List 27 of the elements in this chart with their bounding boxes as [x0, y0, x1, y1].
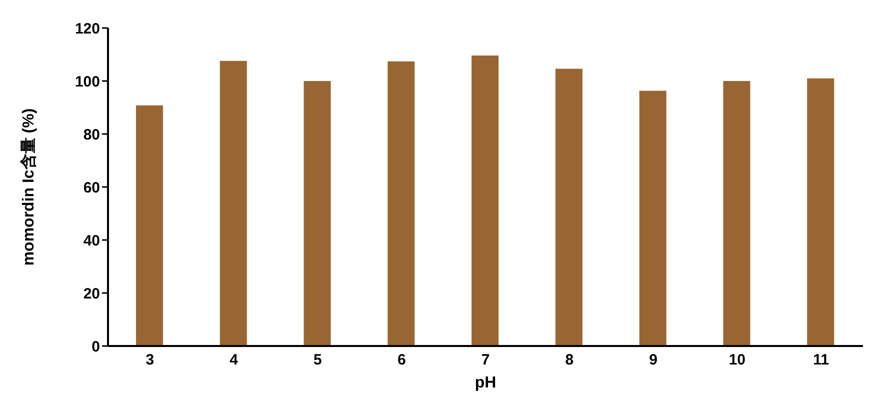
bar	[807, 78, 834, 346]
y-tick-label: 80	[83, 126, 100, 144]
x-tick-label: 9	[649, 352, 658, 369]
bar	[388, 61, 415, 346]
y-axis-title: momordin Ic含量 (%)	[20, 108, 38, 266]
x-tick-label: 3	[146, 352, 154, 369]
bar	[136, 105, 163, 346]
y-tick-label: 0	[92, 338, 100, 356]
y-tick-label: 20	[83, 285, 100, 302]
y-tick-label: 100	[74, 73, 100, 90]
x-tick-label: 7	[481, 352, 490, 369]
x-tick-label: 5	[314, 352, 322, 369]
bar	[723, 81, 750, 346]
bar	[639, 90, 666, 346]
y-tick-label: 40	[83, 232, 100, 250]
x-tick-label: 4	[230, 352, 239, 369]
bar	[220, 60, 247, 346]
x-axis-title: pH	[474, 374, 496, 392]
bar	[555, 68, 582, 346]
x-tick-label: 6	[397, 352, 406, 369]
x-tick-label: 11	[813, 352, 829, 369]
y-tick-label: 120	[74, 20, 100, 38]
y-tick-label: 60	[83, 179, 100, 196]
x-tick-label: 8	[565, 352, 574, 369]
bar	[304, 81, 331, 346]
x-tick-label: 10	[728, 352, 746, 369]
bar	[472, 56, 499, 346]
